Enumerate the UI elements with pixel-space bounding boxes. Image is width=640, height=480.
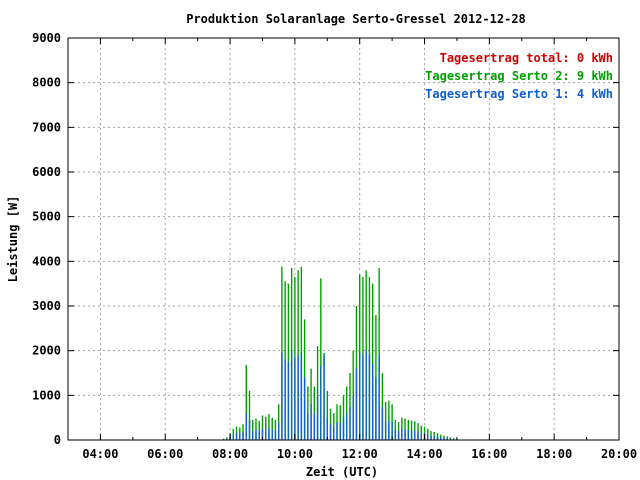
y-tick-label: 9000 bbox=[32, 31, 61, 45]
x-axis-label: Zeit (UTC) bbox=[306, 465, 378, 479]
x-tick-label: 12:00 bbox=[342, 447, 378, 461]
y-tick-label: 6000 bbox=[32, 165, 61, 179]
x-tick-label: 18:00 bbox=[536, 447, 572, 461]
chart-title: Produktion Solaranlage Serto-Gressel 201… bbox=[186, 12, 526, 26]
axis-ticks bbox=[67, 37, 620, 441]
bars bbox=[219, 266, 471, 440]
x-tick-label: 10:00 bbox=[277, 447, 313, 461]
y-tick-label: 5000 bbox=[32, 210, 61, 224]
grid-lines bbox=[68, 38, 619, 440]
legend-entry: Tagesertrag total: 0 kWh bbox=[440, 51, 613, 65]
legend-entry: Tagesertrag Serto 2: 9 kWh bbox=[425, 69, 613, 83]
y-tick-label: 8000 bbox=[32, 76, 61, 90]
legend: Tagesertrag total: 0 kWh Tagesertrag Sert… bbox=[425, 51, 613, 101]
legend-entry: Tagesertrag Serto 1: 4 kWh bbox=[425, 87, 613, 101]
x-tick-labels: 04:00 06:00 08:00 10:00 12:00 14:00 16:00 18:00… bbox=[82, 447, 637, 461]
y-tick-label: 2000 bbox=[32, 344, 61, 358]
y-tick-label: 4000 bbox=[32, 254, 61, 268]
plot-frame bbox=[67, 37, 620, 441]
y-tick-label: 1000 bbox=[32, 388, 61, 402]
x-tick-label: 16:00 bbox=[471, 447, 507, 461]
x-tick-label: 20:00 bbox=[601, 447, 637, 461]
y-tick-label: 0 bbox=[54, 433, 61, 447]
y-axis-label: Leistung [W] bbox=[6, 196, 20, 283]
x-tick-label: 08:00 bbox=[212, 447, 248, 461]
y-tick-label: 3000 bbox=[32, 299, 61, 313]
x-tick-label: 06:00 bbox=[147, 447, 183, 461]
y-tick-label: 7000 bbox=[32, 120, 61, 134]
x-tick-label: 04:00 bbox=[82, 447, 118, 461]
y-tick-labels: 0 1000 2000 3000 4000 5000 6000 7000 8000 9000 bbox=[32, 31, 61, 447]
x-tick-label: 14:00 bbox=[406, 447, 442, 461]
